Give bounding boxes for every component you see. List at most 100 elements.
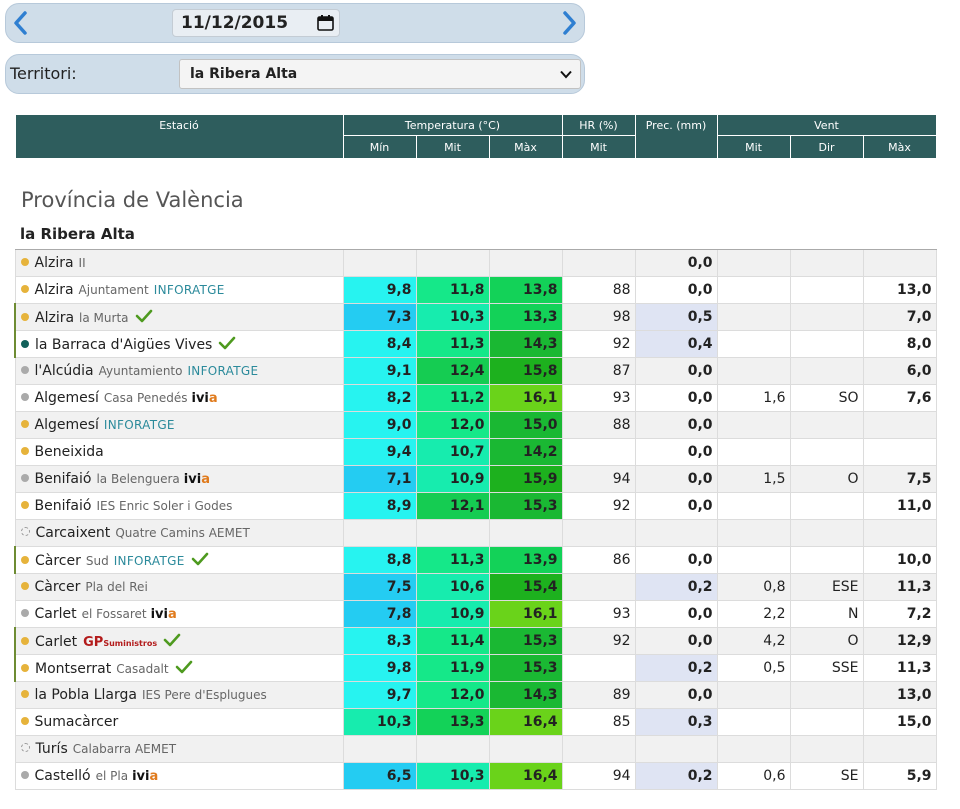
station-cell[interactable]: Benifaió IES Enric Soler i Godes — [14, 492, 344, 520]
station-cell[interactable]: Montserrat Casadalt — [14, 654, 344, 682]
wind-max-cell: 11,3 — [862, 654, 937, 682]
wind-dir-cell: N — [789, 600, 864, 628]
temp-max-cell: 14,3 — [488, 681, 563, 709]
header-wind-max: Màx — [862, 135, 937, 159]
station-subname: el Pla — [95, 769, 129, 783]
station-cell[interactable]: Alzira II — [14, 249, 344, 277]
wind-max-cell: 13,0 — [862, 681, 937, 709]
station-cell[interactable]: Carlet el Fossaret ivia — [14, 600, 344, 628]
table-row: Alzira II 0,0 — [14, 249, 937, 277]
wind-mit-cell: 4,2 — [716, 627, 791, 655]
temp-max-cell: 16,4 — [488, 762, 563, 790]
prec-cell — [634, 735, 718, 763]
station-cell[interactable]: Alzira la Murta — [14, 303, 344, 331]
station-cell[interactable]: Algemesí Casa Penedés ivia — [14, 384, 344, 412]
check-icon — [175, 660, 192, 673]
table-row: l'Alcúdia Ayuntamiento INFORATGE 9,1 12,4 15,… — [14, 357, 937, 385]
prec-cell: 0,0 — [634, 384, 718, 412]
station-name: Càrcer — [34, 579, 81, 595]
territory-selected-value: la Ribera Alta — [190, 66, 298, 82]
wind-dir-cell — [789, 249, 864, 277]
temp-max-cell: 13,3 — [488, 303, 563, 331]
station-cell[interactable]: l'Alcúdia Ayuntamiento INFORATGE — [14, 357, 344, 385]
station-name: Beneixida — [34, 444, 104, 460]
wind-max-cell: 11,3 — [862, 573, 937, 601]
table-row: Alzira Ajuntament INFORATGE 9,8 11,8 13,8 88 0,… — [14, 276, 937, 304]
status-dot-icon — [21, 339, 29, 348]
station-cell[interactable]: la Pobla Llarga IES Pere d'Esplugues — [14, 681, 344, 709]
station-subname: el Fossaret — [81, 607, 147, 621]
table-row: Carlet el Fossaret ivia 7,8 10,9 16,1 93 0,0 2,2… — [14, 600, 937, 628]
station-name: Algemesí — [34, 417, 99, 433]
temp-max-cell: 14,3 — [488, 330, 563, 358]
header-wind-dir: Dir — [789, 135, 864, 159]
prec-cell: 0,0 — [634, 357, 718, 385]
station-cell[interactable]: la Barraca d'Aigües Vives — [14, 330, 344, 358]
date-input[interactable]: 11/12/2015 — [172, 9, 340, 37]
station-name: Benifaió — [34, 498, 92, 514]
wind-mit-cell — [716, 438, 791, 466]
wind-max-cell: 7,0 — [862, 303, 937, 331]
wind-dir-cell — [789, 438, 864, 466]
temp-mit-cell: 11,2 — [415, 384, 490, 412]
prec-cell: 0,0 — [634, 249, 718, 277]
temp-min-cell: 8,3 — [342, 627, 417, 655]
wind-dir-cell — [789, 330, 864, 358]
station-subname: Quatre Camins AEMET — [115, 526, 250, 540]
temp-mit-cell — [415, 249, 490, 277]
station-cell[interactable]: Sumacàrcer — [14, 708, 344, 736]
territory-select[interactable]: la Ribera Alta — [179, 59, 581, 89]
wind-dir-cell — [789, 492, 864, 520]
prec-cell: 0,0 — [634, 546, 718, 574]
wind-dir-cell: SE — [789, 762, 864, 790]
temp-min-cell: 7,3 — [342, 303, 417, 331]
wind-max-cell: 7,2 — [862, 600, 937, 628]
chevron-down-icon — [560, 70, 572, 79]
wind-max-cell: 13,0 — [862, 276, 937, 304]
prec-cell: 0,3 — [634, 708, 718, 736]
wind-dir-cell — [789, 708, 864, 736]
station-cell[interactable]: Castelló el Pla ivia — [14, 762, 344, 790]
header-hr-mit: Mit — [561, 135, 636, 159]
station-subname: II — [78, 256, 86, 270]
station-cell[interactable]: Turís Calabarra AEMET — [14, 735, 344, 763]
weather-data-table: Estació Temperatura (°C) HR (%) Prec. (m… — [14, 114, 937, 790]
status-dot-icon — [20, 743, 30, 752]
hr-cell — [561, 654, 636, 682]
temp-min-cell: 9,7 — [342, 681, 417, 709]
temp-max-cell: 13,9 — [488, 546, 563, 574]
station-cell[interactable]: Càrcer Sud INFORATGE — [14, 546, 344, 574]
temp-min-cell: 8,8 — [342, 546, 417, 574]
status-dot-icon — [21, 312, 29, 321]
temp-mit-cell: 12,4 — [415, 357, 490, 385]
territory-label: Territori: — [10, 64, 77, 83]
temp-mit-cell: 10,3 — [415, 303, 490, 331]
table-row: Algemesí INFORATGE 9,0 12,0 15,0 88 0,0 — [14, 411, 937, 439]
wind-mit-cell — [716, 681, 791, 709]
hr-cell: 88 — [561, 276, 636, 304]
calendar-icon[interactable] — [317, 15, 334, 31]
station-cell[interactable]: Algemesí INFORATGE — [14, 411, 344, 439]
wind-mit-cell: 2,2 — [716, 600, 791, 628]
station-subname: Calabarra AEMET — [72, 742, 177, 756]
station-name: la Pobla Llarga — [34, 687, 137, 703]
station-name: Castelló — [34, 768, 91, 784]
wind-mit-cell: 0,8 — [716, 573, 791, 601]
header-station: Estació — [14, 114, 344, 159]
hr-cell: 94 — [561, 762, 636, 790]
chevron-left-icon[interactable] — [10, 10, 32, 36]
status-dot-icon — [20, 527, 30, 536]
status-dot-icon — [20, 771, 29, 779]
header-hr: HR (%) — [561, 114, 636, 136]
station-cell[interactable]: Benifaió la Belenguera ivia — [14, 465, 344, 493]
station-cell[interactable]: Beneixida — [14, 438, 344, 466]
station-cell[interactable]: Carlet GPSuministros — [14, 627, 344, 655]
temp-mit-cell — [415, 735, 490, 763]
wind-mit-cell: 1,5 — [716, 465, 791, 493]
station-cell[interactable]: Càrcer Pla del Rei — [14, 573, 344, 601]
table-row: Sumacàrcer 10,3 13,3 16,4 85 0,3 15,0 — [14, 708, 937, 736]
station-cell[interactable]: Alzira Ajuntament INFORATGE — [14, 276, 344, 304]
temp-min-cell: 6,5 — [342, 762, 417, 790]
chevron-right-icon[interactable] — [558, 10, 580, 36]
station-cell[interactable]: Carcaixent Quatre Camins AEMET — [14, 519, 344, 547]
